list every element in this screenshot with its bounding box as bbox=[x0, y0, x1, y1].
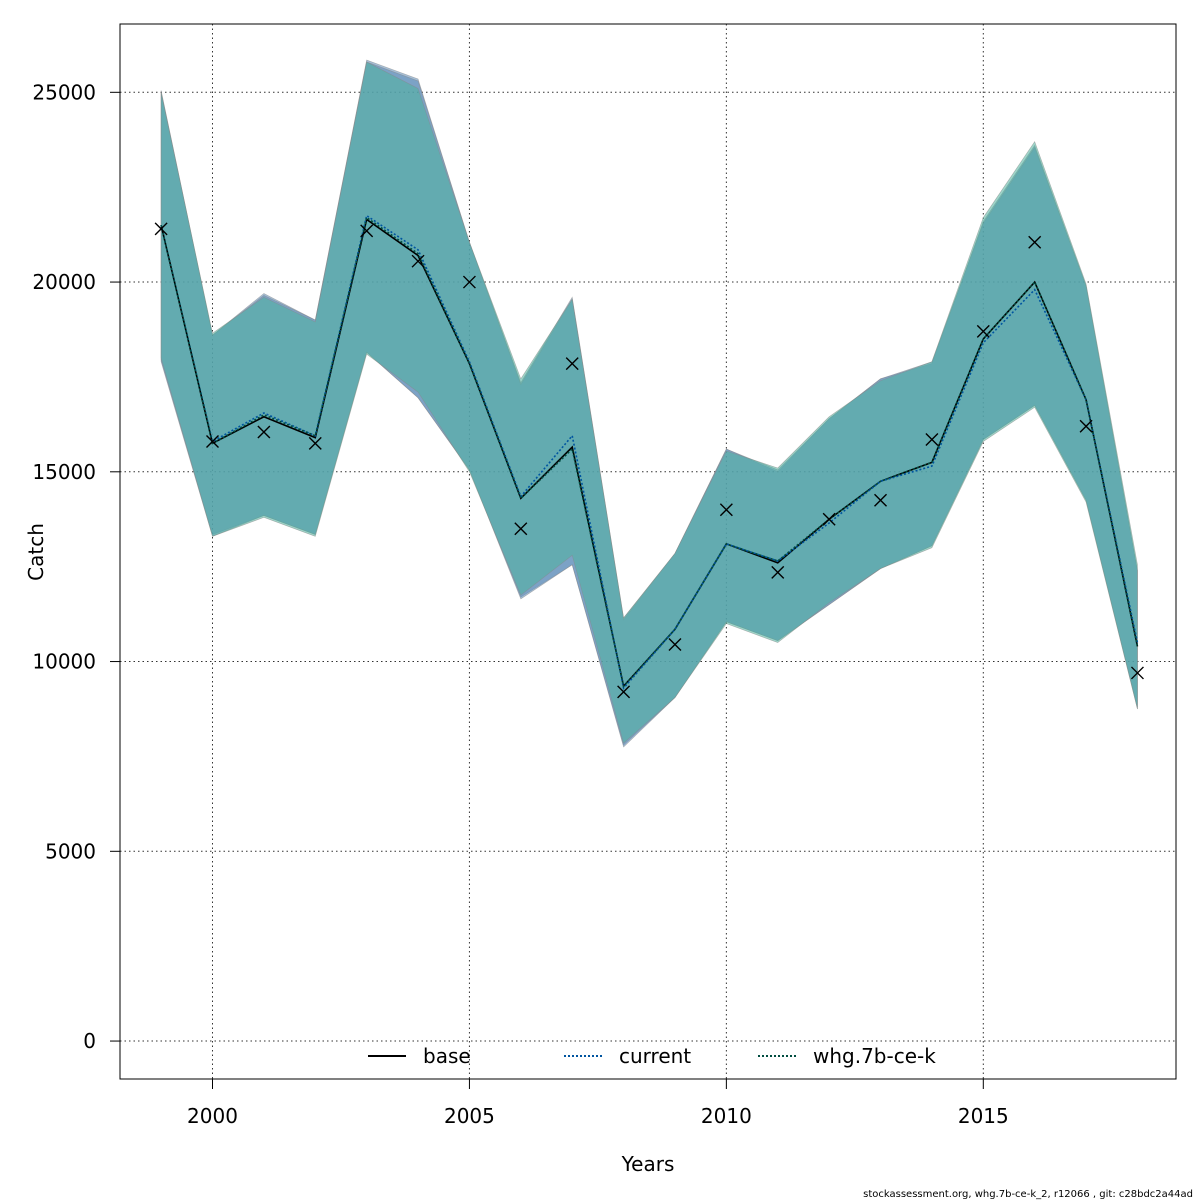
series-lines bbox=[160, 214, 1139, 690]
observed-point bbox=[462, 275, 476, 289]
x-axis-ticks: 2000 2005 2010 2015 bbox=[187, 1079, 1009, 1128]
observed-point bbox=[360, 224, 374, 238]
series-line-2 bbox=[160, 214, 1139, 690]
observed-point bbox=[1028, 235, 1042, 249]
x-tick-label: 2000 bbox=[187, 1104, 238, 1128]
y-tick-label: 15000 bbox=[32, 460, 96, 484]
observed-point bbox=[308, 436, 322, 450]
confidence-bands bbox=[160, 59, 1138, 748]
y-tick-label: 5000 bbox=[45, 839, 96, 863]
confidence-band-3 bbox=[160, 61, 1138, 744]
y-axis-title: Catch bbox=[24, 523, 48, 581]
observed-point bbox=[822, 512, 836, 526]
observed-point bbox=[154, 222, 168, 236]
legend-label-2: current bbox=[619, 1044, 691, 1068]
observed-point bbox=[411, 254, 425, 268]
legend-label-1: base bbox=[423, 1044, 471, 1068]
observed-points bbox=[154, 222, 1144, 699]
legend: base current whg.7b-ce-k bbox=[368, 1044, 936, 1068]
observed-point bbox=[976, 324, 990, 338]
legend-label-3: whg.7b-ce-k bbox=[813, 1044, 936, 1068]
observed-point bbox=[874, 493, 888, 507]
observed-point bbox=[719, 503, 733, 517]
y-tick-label: 25000 bbox=[32, 80, 96, 104]
observed-point bbox=[565, 357, 579, 371]
observed-point bbox=[514, 522, 528, 536]
x-tick-label: 2010 bbox=[701, 1104, 752, 1128]
axes bbox=[119, 23, 1177, 1080]
y-tick-label: 20000 bbox=[32, 270, 96, 294]
observed-point bbox=[668, 637, 682, 651]
y-tick-label: 10000 bbox=[32, 650, 96, 674]
observed-point bbox=[617, 685, 631, 699]
observed-point bbox=[1130, 666, 1144, 680]
observed-point bbox=[257, 425, 271, 439]
x-axis-title: Years bbox=[621, 1152, 675, 1176]
footer-credit: stockassessment.org, whg.7b-ce-k_2, r120… bbox=[863, 1189, 1193, 1200]
x-tick-label: 2015 bbox=[958, 1104, 1009, 1128]
observed-point bbox=[206, 434, 219, 448]
y-tick-label: 0 bbox=[83, 1029, 96, 1053]
plot-frame bbox=[119, 23, 1177, 1080]
observed-point bbox=[1079, 419, 1093, 433]
y-axis-ticks: 0 5000 10000 15000 20000 25000 bbox=[32, 80, 120, 1053]
observed-point bbox=[771, 565, 785, 579]
observed-point bbox=[925, 433, 939, 447]
x-tick-label: 2005 bbox=[444, 1104, 495, 1128]
